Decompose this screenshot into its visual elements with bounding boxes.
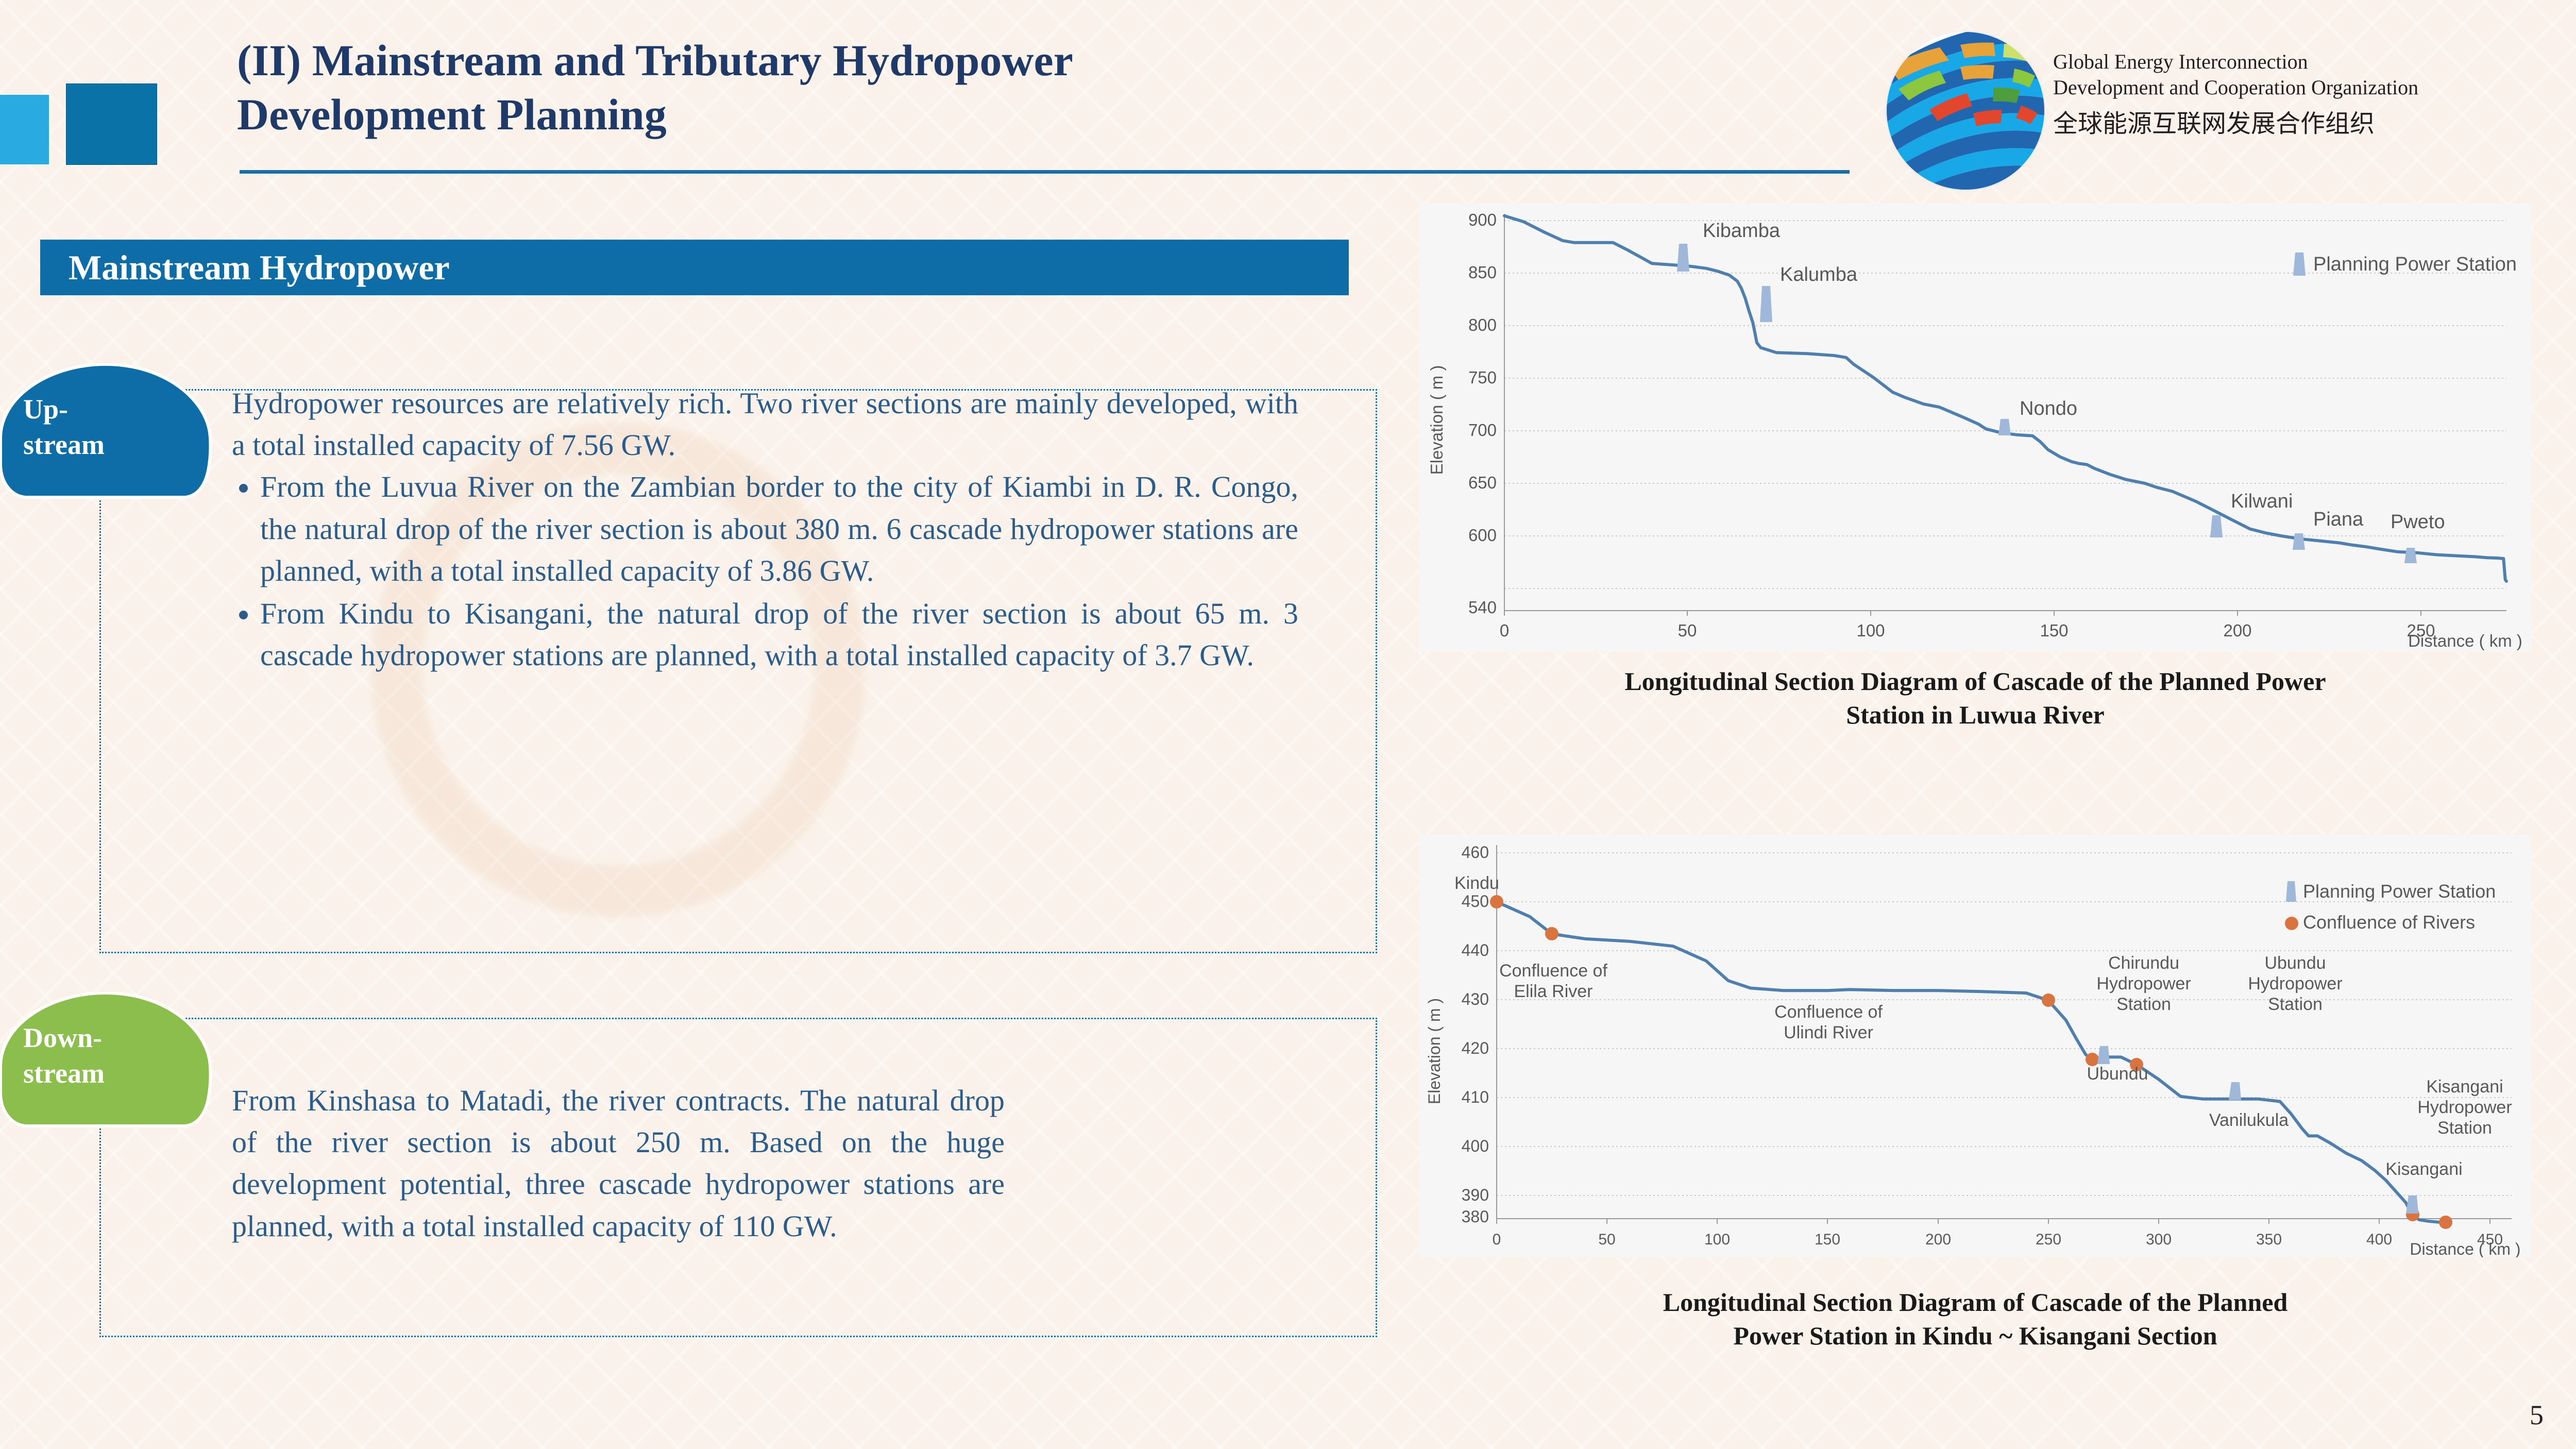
svg-text:Hydropower: Hydropower — [2417, 1098, 2512, 1117]
svg-text:Planning Power Station: Planning Power Station — [2313, 254, 2517, 275]
svg-text:150: 150 — [1815, 1231, 1840, 1248]
svg-text:200: 200 — [2223, 621, 2251, 640]
svg-text:100: 100 — [1856, 621, 1885, 640]
svg-text:Distance ( km ): Distance ( km ) — [2410, 1240, 2520, 1257]
svg-text:Elevation ( m ): Elevation ( m ) — [1427, 365, 1446, 475]
svg-text:Pweto: Pweto — [2391, 511, 2445, 533]
svg-text:300: 300 — [2146, 1231, 2172, 1248]
svg-text:390: 390 — [1462, 1186, 1489, 1204]
svg-text:380: 380 — [1462, 1207, 1489, 1226]
svg-text:250: 250 — [2036, 1231, 2061, 1248]
svg-text:430: 430 — [1462, 990, 1489, 1008]
svg-text:410: 410 — [1462, 1088, 1489, 1106]
svg-text:Hydropower: Hydropower — [2096, 974, 2191, 993]
svg-text:Kindu: Kindu — [1454, 873, 1499, 893]
svg-text:Kibamba: Kibamba — [1703, 220, 1781, 242]
svg-text:350: 350 — [2256, 1231, 2282, 1248]
svg-text:Vanilukula: Vanilukula — [2209, 1110, 2289, 1130]
svg-text:Ulindi River: Ulindi River — [1784, 1023, 1873, 1042]
svg-text:50: 50 — [1678, 621, 1697, 640]
svg-text:Confluence of: Confluence of — [1774, 1002, 1883, 1022]
svg-text:Kilwani: Kilwani — [2231, 491, 2293, 512]
svg-text:Ubundu: Ubundu — [2264, 953, 2326, 973]
svg-text:0: 0 — [1500, 621, 1509, 640]
svg-text:100: 100 — [1704, 1231, 1730, 1248]
svg-text:Kalumba: Kalumba — [1780, 264, 1858, 285]
svg-text:Planning Power Station: Planning Power Station — [2303, 881, 2496, 902]
svg-text:700: 700 — [1468, 420, 1497, 440]
svg-text:50: 50 — [1598, 1231, 1615, 1248]
svg-text:Ubundu: Ubundu — [2087, 1064, 2148, 1084]
svg-text:600: 600 — [1468, 526, 1497, 545]
svg-text:150: 150 — [2040, 621, 2068, 640]
svg-text:450: 450 — [1462, 892, 1489, 911]
svg-text:Chirundu: Chirundu — [2108, 953, 2179, 973]
svg-text:Station: Station — [2268, 995, 2323, 1014]
svg-text:Station: Station — [2437, 1118, 2492, 1138]
svg-text:Kisangani: Kisangani — [2426, 1077, 2503, 1097]
svg-text:Elevation ( m ): Elevation ( m ) — [1425, 998, 1444, 1104]
svg-text:Hydropower: Hydropower — [2248, 974, 2342, 993]
svg-text:850: 850 — [1468, 263, 1497, 282]
svg-text:200: 200 — [1925, 1231, 1951, 1248]
svg-text:750: 750 — [1468, 368, 1497, 387]
svg-text:420: 420 — [1462, 1039, 1489, 1057]
svg-text:900: 900 — [1468, 210, 1497, 229]
svg-text:Confluence of Rivers: Confluence of Rivers — [2303, 912, 2475, 933]
svg-text:0: 0 — [1493, 1231, 1501, 1248]
svg-text:440: 440 — [1462, 941, 1489, 959]
svg-text:540: 540 — [1468, 598, 1497, 617]
svg-text:Distance ( km ): Distance ( km ) — [2408, 631, 2522, 650]
svg-text:400: 400 — [1462, 1137, 1489, 1155]
svg-text:650: 650 — [1468, 473, 1497, 492]
svg-text:400: 400 — [2366, 1231, 2392, 1248]
svg-text:Station: Station — [2116, 995, 2171, 1014]
svg-text:Kisangani: Kisangani — [2385, 1159, 2462, 1179]
svg-text:Nondo: Nondo — [2020, 398, 2077, 419]
svg-text:Elila River: Elila River — [1514, 982, 1592, 1001]
svg-text:460: 460 — [1462, 843, 1489, 862]
svg-text:Confluence of: Confluence of — [1499, 961, 1607, 981]
svg-text:Piana: Piana — [2313, 509, 2364, 530]
svg-text:800: 800 — [1468, 315, 1497, 334]
